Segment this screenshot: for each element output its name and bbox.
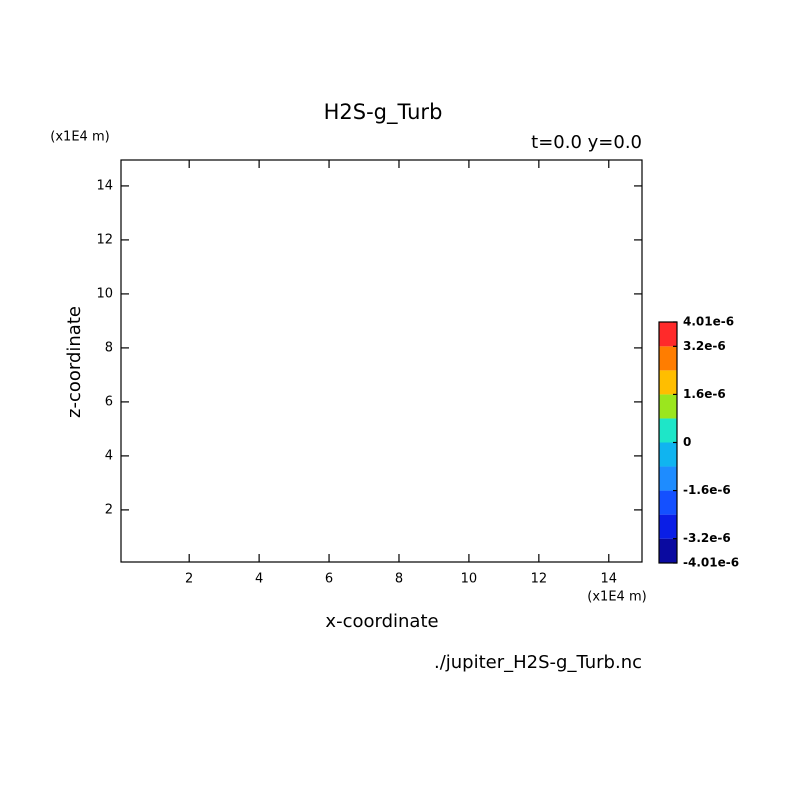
plot-frame <box>120 159 643 563</box>
colorbar-band <box>659 394 677 419</box>
colorbar-band <box>659 370 677 395</box>
x-tick-label: 2 <box>185 572 193 587</box>
y-tick-label: 2 <box>105 502 113 517</box>
y-tick-label: 4 <box>105 448 113 463</box>
colorbar-band <box>659 538 677 563</box>
chart-title: H2S-g_Turb <box>324 100 443 125</box>
colorbar-tick-label: -1.6e-6 <box>683 483 731 497</box>
colorbar-tick-label: 3.2e-6 <box>683 339 726 353</box>
x-unit: (x1E4 m) <box>587 590 646 605</box>
colorbar-band <box>659 418 677 443</box>
colorbar-band <box>659 322 677 347</box>
colorbar-band <box>659 514 677 539</box>
y-tick-label: 12 <box>96 232 113 247</box>
y-tick-label: 10 <box>96 286 113 301</box>
y-unit: (x1E4 m) <box>50 130 109 145</box>
source-file: ./jupiter_H2S-g_Turb.nc <box>434 652 642 673</box>
colorbar-tick-label: 4.01e-6 <box>683 315 734 329</box>
y-axis-label: z-coordinate <box>64 306 85 418</box>
x-tick-label: 8 <box>395 572 403 587</box>
colorbar-band <box>659 346 677 371</box>
colorbar-tick-label: -4.01e-6 <box>683 556 739 570</box>
y-tick-label: 14 <box>96 178 113 193</box>
subtitle: t=0.0 y=0.0 <box>531 132 642 153</box>
x-tick-label: 6 <box>325 572 333 587</box>
x-tick-label: 4 <box>255 572 263 587</box>
colorbar-tick-label: -3.2e-6 <box>683 531 731 545</box>
colorbar-tick-label: 1.6e-6 <box>683 387 726 401</box>
x-axis-label: x-coordinate <box>325 611 438 632</box>
x-tick-label: 12 <box>531 572 548 587</box>
x-tick-label: 10 <box>461 572 478 587</box>
colorbar-band <box>659 466 677 491</box>
y-tick-label: 6 <box>105 394 113 409</box>
colorbar-band <box>659 442 677 467</box>
y-tick-label: 8 <box>105 340 113 355</box>
x-tick-label: 14 <box>601 572 618 587</box>
colorbar-band <box>659 490 677 515</box>
colorbar-tick-label: 0 <box>683 435 691 449</box>
